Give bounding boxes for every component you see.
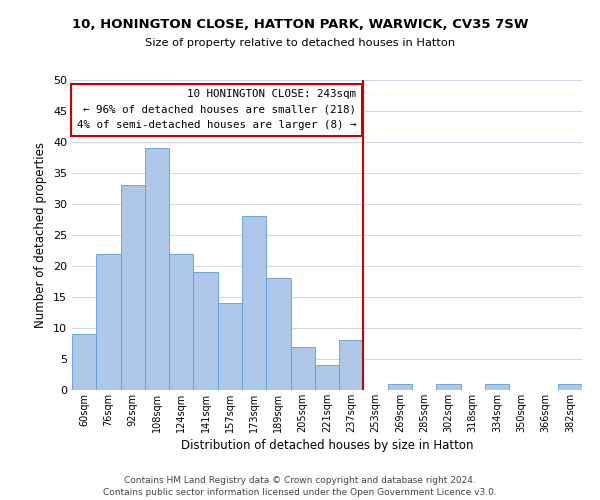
Bar <box>169 254 193 390</box>
Bar <box>121 186 145 390</box>
Text: 10 HONINGTON CLOSE: 243sqm
← 96% of detached houses are smaller (218)
4% of semi: 10 HONINGTON CLOSE: 243sqm ← 96% of deta… <box>77 90 356 130</box>
Bar <box>290 346 315 390</box>
Bar <box>145 148 169 390</box>
Text: Contains HM Land Registry data © Crown copyright and database right 2024.: Contains HM Land Registry data © Crown c… <box>124 476 476 485</box>
Bar <box>193 272 218 390</box>
Text: Contains public sector information licensed under the Open Government Licence v3: Contains public sector information licen… <box>103 488 497 497</box>
Bar <box>558 384 582 390</box>
Bar <box>72 334 96 390</box>
Bar <box>388 384 412 390</box>
Y-axis label: Number of detached properties: Number of detached properties <box>34 142 47 328</box>
Bar <box>242 216 266 390</box>
X-axis label: Distribution of detached houses by size in Hatton: Distribution of detached houses by size … <box>181 439 473 452</box>
Bar <box>485 384 509 390</box>
Bar <box>96 254 121 390</box>
Text: Size of property relative to detached houses in Hatton: Size of property relative to detached ho… <box>145 38 455 48</box>
Bar <box>339 340 364 390</box>
Bar <box>315 365 339 390</box>
Bar <box>436 384 461 390</box>
Bar <box>218 303 242 390</box>
Bar <box>266 278 290 390</box>
Text: 10, HONINGTON CLOSE, HATTON PARK, WARWICK, CV35 7SW: 10, HONINGTON CLOSE, HATTON PARK, WARWIC… <box>72 18 528 30</box>
